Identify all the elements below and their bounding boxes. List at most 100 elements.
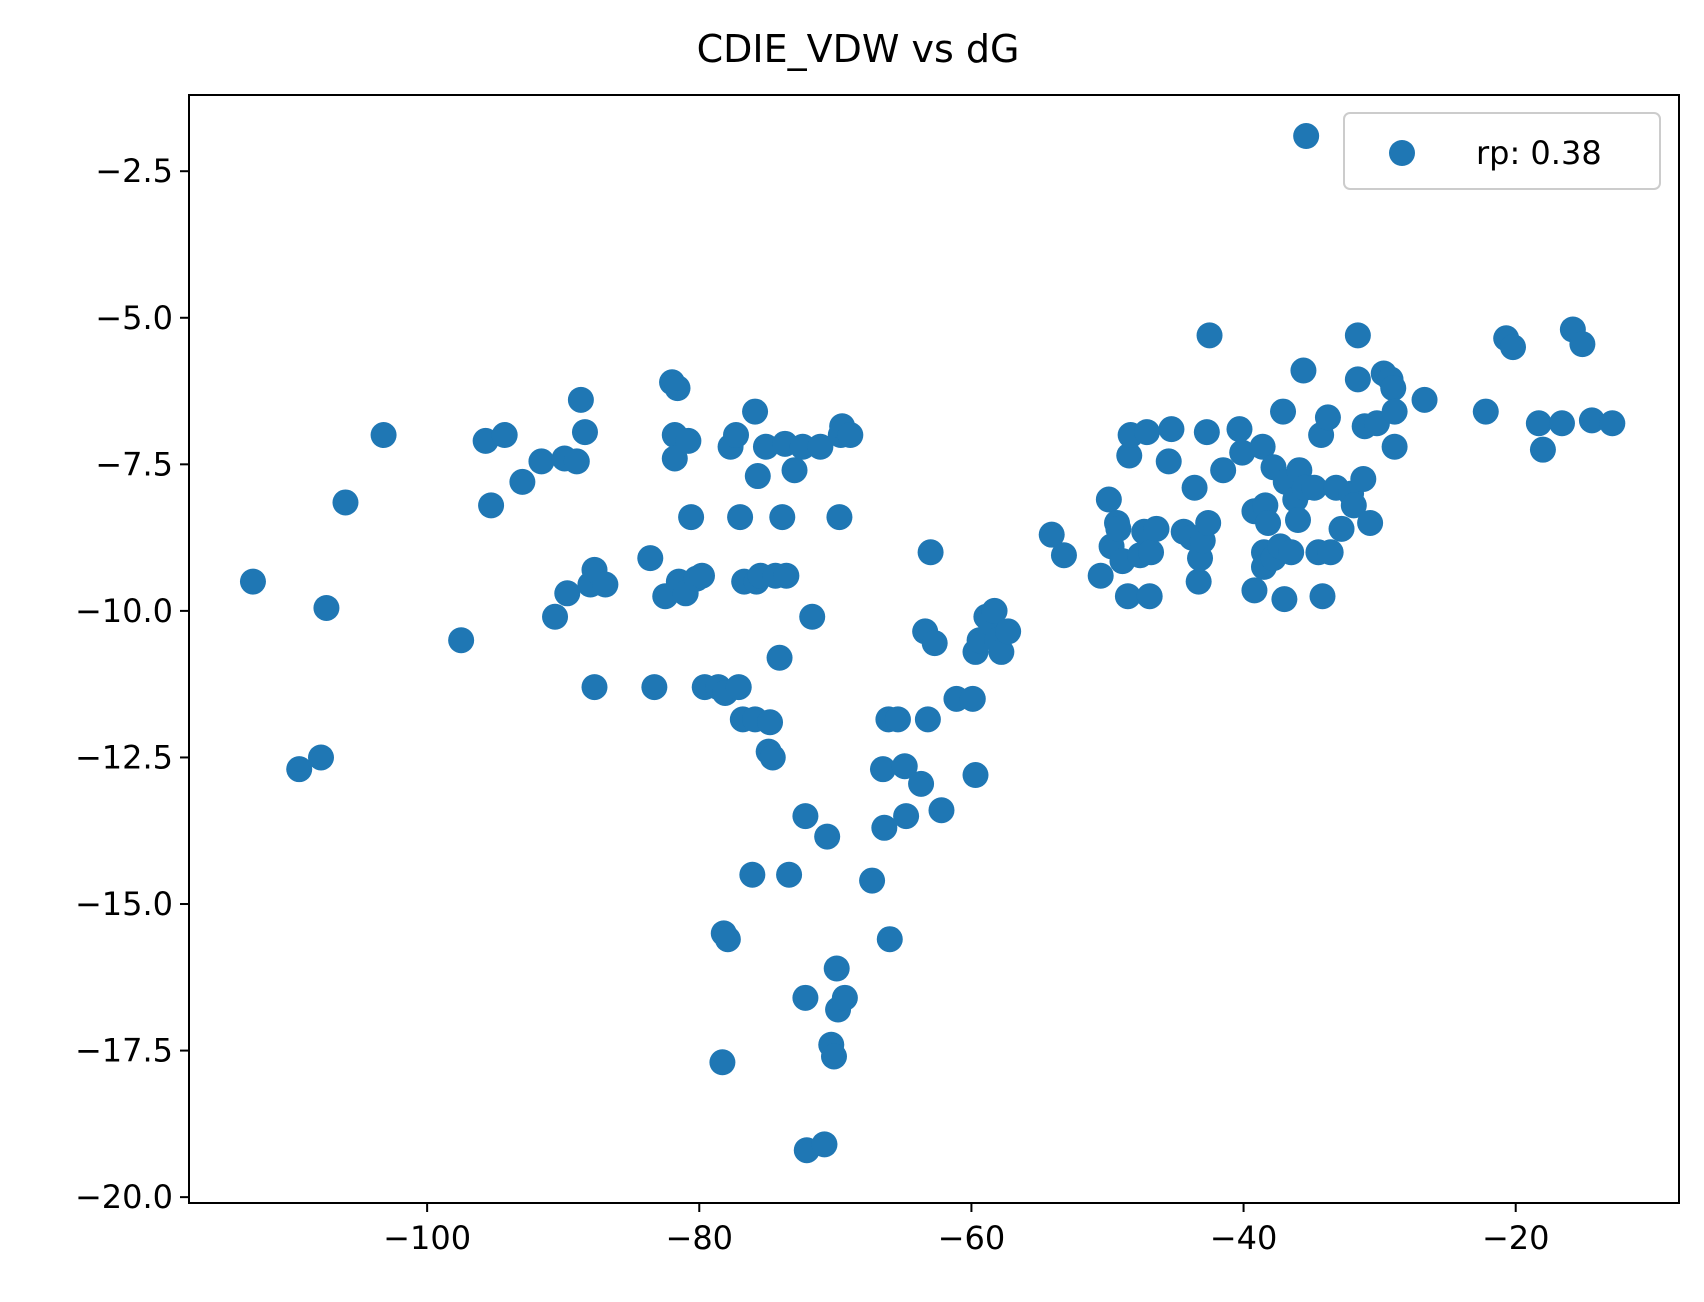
data-point	[1133, 419, 1160, 446]
data-point	[1158, 416, 1185, 443]
data-point	[773, 562, 800, 589]
data-point	[1050, 542, 1077, 569]
data-point	[1278, 539, 1305, 566]
data-point	[891, 753, 918, 780]
data-point	[799, 603, 826, 630]
data-point	[739, 861, 766, 888]
data-point	[962, 762, 989, 789]
data-point	[1290, 357, 1317, 384]
data-point	[1344, 366, 1371, 393]
data-point	[757, 709, 784, 736]
data-point	[448, 627, 475, 654]
x-tick-label: −20	[1482, 1219, 1550, 1257]
x-tick-label: −60	[938, 1219, 1006, 1257]
data-point	[928, 797, 955, 824]
data-point	[744, 463, 771, 490]
data-point	[239, 568, 266, 595]
data-point	[995, 618, 1022, 645]
data-point	[766, 644, 793, 671]
data-point	[869, 756, 896, 783]
data-point	[1181, 474, 1208, 501]
x-tick-label: −40	[1210, 1219, 1278, 1257]
data-point	[823, 955, 850, 982]
x-tick-label: −100	[383, 1219, 471, 1257]
data-point	[1548, 410, 1575, 437]
data-point	[641, 674, 668, 701]
data-point	[1105, 515, 1132, 542]
data-point	[675, 427, 702, 454]
data-point	[1116, 442, 1143, 469]
data-point	[1344, 322, 1371, 349]
y-tick-label: −2.5	[95, 152, 173, 190]
data-point	[752, 433, 779, 460]
data-point	[876, 926, 903, 953]
data-point	[1138, 539, 1165, 566]
data-point	[1087, 562, 1114, 589]
y-tick-label: −10.0	[75, 592, 173, 630]
data-point	[664, 375, 691, 402]
data-point	[1381, 398, 1408, 425]
data-point	[1095, 486, 1122, 513]
data-point	[554, 580, 581, 607]
data-point	[1210, 457, 1237, 484]
chart-title: CDIE_VDW vs dG	[697, 27, 1020, 71]
data-point	[811, 1131, 838, 1158]
y-tick-label: −15.0	[75, 885, 173, 923]
data-point	[1350, 465, 1377, 492]
data-point	[1340, 492, 1367, 519]
data-point	[1381, 433, 1408, 460]
data-point	[1155, 448, 1182, 475]
data-point	[988, 638, 1015, 665]
data-point	[1196, 322, 1223, 349]
data-point	[1249, 433, 1276, 460]
data-point	[592, 571, 619, 598]
y-tick-label: −12.5	[75, 738, 173, 776]
data-point	[1271, 586, 1298, 613]
data-point	[1328, 515, 1355, 542]
data-point	[661, 445, 688, 472]
data-point	[723, 422, 750, 449]
data-point	[1143, 515, 1170, 542]
data-point	[1195, 509, 1222, 536]
data-point	[776, 861, 803, 888]
data-point	[1472, 398, 1499, 425]
data-point	[1529, 436, 1556, 463]
data-point	[1241, 577, 1268, 604]
data-point	[528, 448, 555, 475]
legend: rp: 0.38	[1343, 112, 1661, 190]
data-point	[370, 422, 397, 449]
data-point	[1525, 410, 1552, 437]
data-point	[831, 984, 858, 1011]
plot-frame	[188, 94, 1680, 1204]
data-point	[567, 386, 594, 413]
data-point	[921, 630, 948, 657]
y-tick-label: −7.5	[95, 445, 173, 483]
data-point	[571, 419, 598, 446]
data-point	[1309, 583, 1336, 610]
data-point	[1411, 386, 1438, 413]
data-point	[1193, 419, 1220, 446]
data-point	[820, 1043, 847, 1070]
data-point	[792, 803, 819, 830]
data-point	[637, 545, 664, 572]
scatter-points	[239, 123, 1626, 1164]
data-point	[814, 823, 841, 850]
data-point	[1255, 509, 1282, 536]
data-point	[1317, 539, 1344, 566]
data-point	[542, 603, 569, 630]
data-point	[678, 504, 705, 531]
data-point	[792, 984, 819, 1011]
legend-box	[1343, 112, 1661, 190]
data-point	[1380, 375, 1407, 402]
data-point	[859, 867, 886, 894]
data-point	[837, 422, 864, 449]
data-point	[807, 433, 834, 460]
data-point	[313, 594, 340, 621]
data-point	[1038, 521, 1065, 548]
data-point	[742, 398, 769, 425]
data-point	[769, 504, 796, 531]
data-point	[893, 803, 920, 830]
data-point	[759, 744, 786, 771]
x-axis: −100 −80 −60 −40 −20	[383, 1203, 1549, 1257]
